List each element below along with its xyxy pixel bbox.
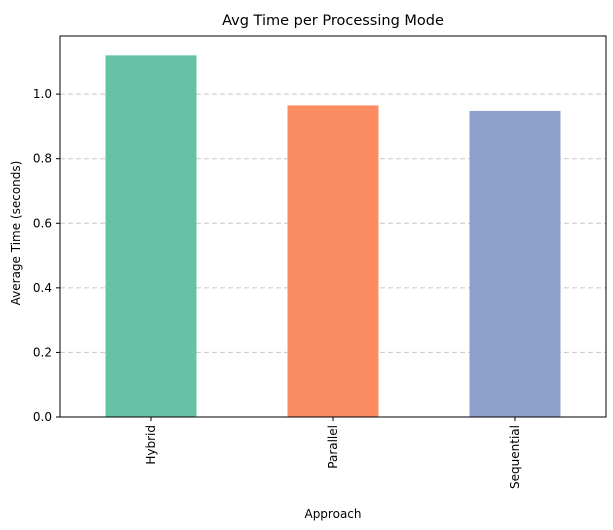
bars [105,55,561,417]
x-axis-ticks: Hybrid Parallel Sequential [144,417,522,489]
bar-parallel [287,105,379,417]
y-axis-ticks: 0.0 0.2 0.4 0.6 0.8 1.0 [33,87,60,424]
x-tick-label-hybrid: Hybrid [144,425,158,465]
y-axis-title: Average Time (seconds) [9,161,23,306]
x-tick-label-parallel: Parallel [326,425,340,469]
y-tick-label: 0.0 [33,410,52,424]
y-tick-label: 0.2 [33,345,52,359]
bar-sequential [469,110,561,417]
x-tick-label-sequential: Sequential [508,425,522,489]
y-tick-label: 0.8 [33,152,52,166]
bar-hybrid [105,55,197,417]
y-tick-label: 0.6 [33,216,52,230]
x-axis-title: Approach [304,507,361,521]
y-tick-label: 1.0 [33,87,52,101]
chart-title: Avg Time per Processing Mode [222,13,444,29]
y-tick-label: 0.4 [33,281,52,295]
